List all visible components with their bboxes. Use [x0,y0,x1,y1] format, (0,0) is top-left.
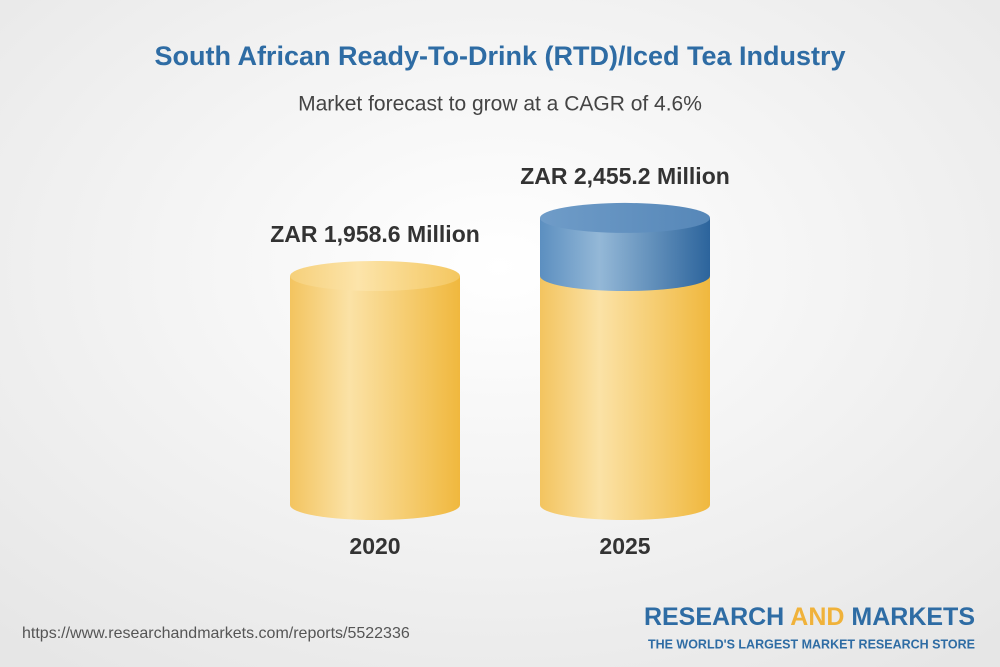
chart-subtitle: Market forecast to grow at a CAGR of 4.6… [298,93,702,116]
cylinder-top [290,261,460,291]
brand-word: AND [790,603,844,631]
cylinder [290,261,460,520]
brand-word: RESEARCH [644,603,784,631]
brand-word: MARKETS [851,603,975,631]
cylinder-base-part [540,276,710,520]
brand-name: RESEARCH AND MARKETS [644,603,975,631]
cylinder [540,202,710,520]
cylinder-body [290,276,460,520]
x-tick-label: 2025 [599,533,650,559]
x-tick-label: 2020 [349,533,400,559]
cylinder-growth-part [540,217,710,291]
value-label: ZAR 1,958.6 Million [270,221,480,247]
cylinder-top [540,202,710,233]
chart-title: South African Ready-To-Drink (RTD)/Iced … [154,41,845,71]
value-label: ZAR 2,455.2 Million [520,163,730,189]
source-url: https://www.researchandmarkets.com/repor… [22,625,410,642]
brand-tagline: THE WORLD'S LARGEST MARKET RESEARCH STOR… [648,637,975,651]
